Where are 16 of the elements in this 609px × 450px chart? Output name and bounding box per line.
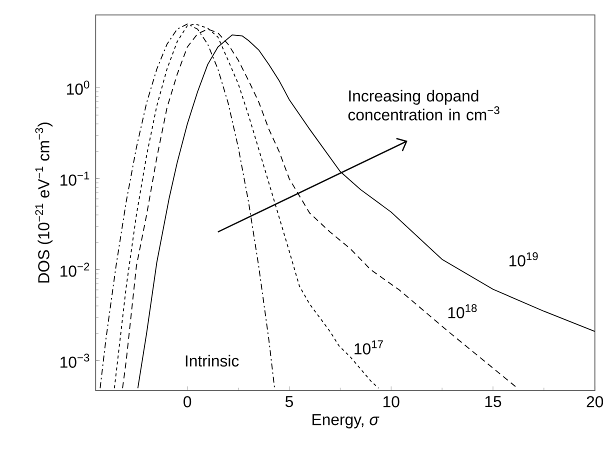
- y-tick-label: 10$^{−2}$: [60, 262, 90, 277]
- y-tick-label: 10$^{−3}$: [60, 353, 90, 368]
- x-tick-label: 0: [184, 396, 192, 408]
- series-label: 10$^{17}$: [354, 340, 383, 354]
- y-tick-label: 10$^{0}$: [67, 80, 90, 95]
- annotation: Increasing dopand concentration in cm$^{−3}$: [348, 90, 500, 120]
- series-label: 10$^{18}$: [448, 304, 477, 318]
- y-tick-label: 10$^{−1}$: [60, 172, 90, 186]
- x-tick-label: 5: [285, 396, 293, 407]
- x-tick-label: 15: [485, 396, 502, 407]
- x-tick-label: 10: [383, 396, 400, 408]
- x-axis-title: Energy, σ: [312, 414, 380, 428]
- x-tick-label: 20: [586, 396, 604, 408]
- series-label: 10$^{19}$: [510, 252, 538, 266]
- series-label: Intrinsic: [186, 354, 239, 366]
- y-axis-title: DOS (10$^{−21}$ eV$^{−1}$ cm$^{−3}$): [35, 122, 53, 282]
